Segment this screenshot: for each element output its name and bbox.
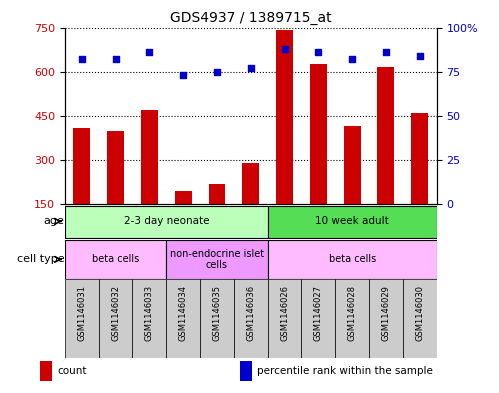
Bar (344, 126, 361, 204)
Bar (65, 279, 99, 358)
Text: non-endocrine islet
cells: non-endocrine islet cells (170, 249, 264, 270)
Text: GSM1146036: GSM1146036 (246, 285, 255, 342)
Bar (335, 279, 369, 358)
Bar (107, 130, 124, 204)
Text: GSM1146030: GSM1146030 (415, 285, 424, 341)
Bar (276, 30, 293, 204)
Bar (240, 361, 252, 380)
Bar (267, 206, 437, 238)
Bar (65, 240, 166, 279)
Bar (411, 113, 428, 204)
Point (382, 49, 390, 55)
Bar (73, 128, 90, 204)
Text: count: count (57, 366, 87, 376)
Bar (40, 361, 52, 380)
Bar (267, 279, 301, 358)
Point (247, 65, 254, 71)
Bar (200, 279, 234, 358)
Point (112, 56, 120, 62)
Bar (209, 184, 226, 204)
Bar (267, 240, 437, 279)
Point (416, 53, 424, 59)
Point (145, 49, 153, 55)
Text: GSM1146033: GSM1146033 (145, 285, 154, 342)
Bar (377, 67, 394, 204)
Text: GSM1146026: GSM1146026 (280, 285, 289, 341)
Text: GSM1146031: GSM1146031 (77, 285, 86, 341)
Text: 2-3 day neonate: 2-3 day neonate (124, 216, 209, 226)
Text: GSM1146029: GSM1146029 (381, 285, 390, 341)
Bar (166, 240, 267, 279)
Point (179, 72, 187, 78)
Point (314, 49, 322, 55)
Text: cell type: cell type (16, 254, 64, 264)
Bar (65, 206, 267, 238)
Point (78, 56, 86, 62)
Point (213, 68, 221, 75)
Text: percentile rank within the sample: percentile rank within the sample (257, 366, 433, 376)
Bar (132, 279, 166, 358)
Text: GSM1146028: GSM1146028 (348, 285, 357, 341)
Bar (175, 191, 192, 204)
Title: GDS4937 / 1389715_at: GDS4937 / 1389715_at (170, 11, 331, 25)
Text: GSM1146035: GSM1146035 (213, 285, 222, 341)
Bar (166, 279, 200, 358)
Bar (301, 279, 335, 358)
Point (348, 56, 356, 62)
Text: beta cells: beta cells (328, 254, 376, 264)
Bar (369, 279, 403, 358)
Text: 10 week adult: 10 week adult (315, 216, 389, 226)
Text: GSM1146027: GSM1146027 (314, 285, 323, 341)
Bar (243, 163, 259, 204)
Bar (99, 279, 132, 358)
Text: GSM1146032: GSM1146032 (111, 285, 120, 341)
Text: age: age (43, 216, 64, 226)
Bar (234, 279, 267, 358)
Point (280, 46, 288, 52)
Bar (141, 110, 158, 204)
Bar (403, 279, 437, 358)
Text: beta cells: beta cells (92, 254, 139, 264)
Bar (310, 64, 327, 204)
Text: GSM1146034: GSM1146034 (179, 285, 188, 341)
